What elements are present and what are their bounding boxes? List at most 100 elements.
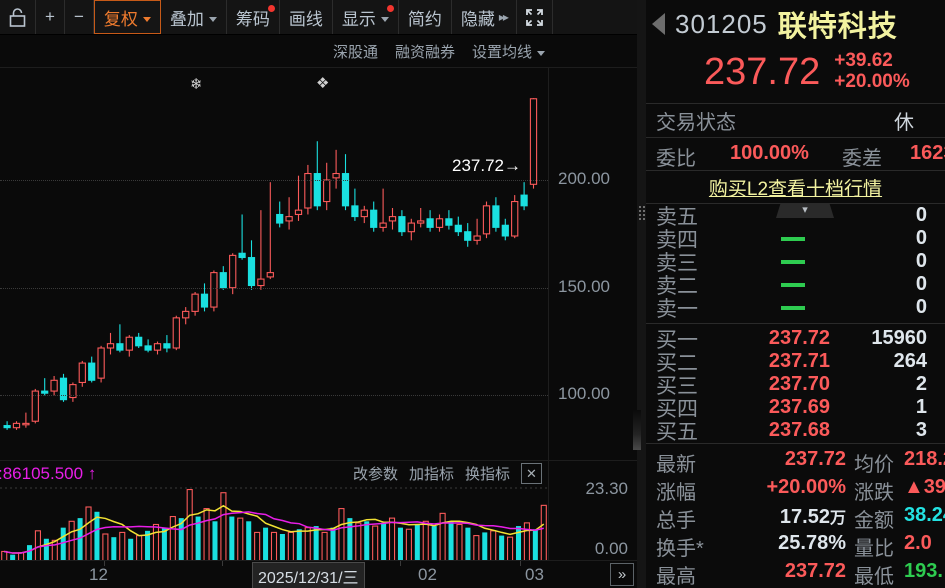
subbar-shenzhen-connect[interactable]: 深股通 [333, 41, 378, 62]
order-book-row-bid[interactable]: 买一 237.72 15960 [646, 327, 945, 352]
toolbar-simple-button[interactable]: 简约 [398, 0, 452, 34]
divider-line [646, 103, 945, 104]
toolbar-zoom-in-button[interactable]: + [36, 0, 65, 34]
switch-indicator-button[interactable]: 换指标 [464, 466, 510, 483]
order-book-separator [646, 323, 945, 324]
order-book-quantity: 0 [915, 273, 927, 295]
candlestick-svg [3, 98, 538, 430]
order-book-quantity: 0 [915, 204, 927, 226]
candlestick-chart-area[interactable]: ❄ ❖ 237.72→ 200.00 150.00 100.00 [0, 68, 637, 460]
weibi-value: 100.00% [730, 142, 809, 164]
order-book-price: 237.68 [768, 419, 830, 441]
order-book-row-bid[interactable]: 买五 237.68 3 [646, 419, 945, 444]
price-axis-label: 150.00 [558, 276, 610, 296]
volume-bar [448, 521, 454, 561]
weibi-row: 委比 100.00% 委差 1623 [646, 138, 945, 170]
candle [407, 218, 415, 241]
order-book-row-bid[interactable]: 买二 237.71 264 [646, 350, 945, 375]
back-triangle-icon[interactable] [652, 13, 665, 35]
order-book-row-ask[interactable]: 卖一 0 [646, 296, 945, 321]
volume-bar [388, 517, 396, 561]
order-book-row-ask[interactable]: 卖四 0 [646, 227, 945, 252]
candle [417, 208, 425, 228]
order-book-collapse-button[interactable]: ▾ [776, 203, 834, 218]
date-cursor-label: 2025/12/31/三 [252, 562, 365, 588]
order-book-row-ask[interactable]: 卖二 0 [646, 273, 945, 298]
candle [31, 388, 39, 424]
divider-line [646, 170, 945, 171]
chart-scroll-thumb[interactable] [633, 410, 641, 450]
volume-bar [237, 517, 244, 561]
toolbar-overlay-button[interactable]: 叠加 [160, 0, 227, 34]
order-book-level-label: 买一 [656, 328, 698, 352]
indicator-tools: 改参数 加指标 换指标 ✕ [353, 463, 542, 484]
stock-name: 联特科技 [777, 11, 898, 43]
candle [398, 210, 406, 236]
volume-bar [195, 516, 201, 561]
volume-plot[interactable] [0, 487, 548, 561]
volume-bar [439, 512, 446, 561]
order-book-quantity: 3 [915, 419, 927, 441]
toolbar-fullscreen-button[interactable] [516, 0, 553, 34]
candle [135, 332, 143, 348]
volume-header: :86105.500 ↑ 改参数 加指标 换指标 ✕ [0, 461, 548, 487]
volume-bar [254, 531, 261, 561]
candle [163, 335, 171, 353]
toolbar-zoom-out-button[interactable]: − [64, 0, 94, 34]
candle [69, 382, 77, 402]
weicha-value: 1623 [910, 142, 945, 164]
order-book-row-bid[interactable]: 买四 237.69 1 [646, 396, 945, 421]
volume-axis: 23.30 0.00 [548, 461, 637, 561]
add-indicator-button[interactable]: 加指标 [408, 466, 454, 483]
close-indicator-button[interactable]: ✕ [521, 463, 542, 484]
date-tick [222, 561, 223, 566]
candle [294, 175, 303, 221]
toolbar-display-button[interactable]: 显示 [332, 0, 399, 34]
volume-value: :86105.500 [0, 464, 84, 483]
candle [12, 421, 21, 430]
quote-stats-grid: 最新 237.72 均价 218.2 涨幅 +20.00% 涨跌 ▲39.6 总手 17.52万金… [646, 446, 945, 588]
candle [379, 188, 387, 232]
toolbar-drawline-button[interactable]: 画线 [279, 0, 333, 34]
volume-bar [364, 521, 370, 561]
volume-bar [152, 523, 160, 561]
toolbar-chips-button[interactable]: 筹码 [226, 0, 280, 34]
chevron-down-icon [142, 16, 151, 22]
volume-bar [499, 535, 505, 561]
toolbar-lock-button[interactable] [0, 0, 36, 34]
pane-resize-grip[interactable] [638, 203, 645, 223]
subbar-set-ma[interactable]: 设置均线 [472, 41, 545, 62]
pane-divider[interactable] [637, 0, 646, 588]
change-params-button[interactable]: 改参数 [352, 466, 398, 483]
chart-subbar: 深股通 融资融券 设置均线 [0, 35, 637, 68]
buy-l2-link[interactable]: 购买L2查看十档行情 [646, 172, 945, 202]
toolbar-hide-button[interactable]: 隐藏 ▸▸ [451, 0, 517, 34]
subbar-margin-trading[interactable]: 融资融券 [395, 41, 455, 62]
order-book-quantity: 15960 [871, 327, 927, 349]
order-book-row-ask[interactable]: 卖三 0 [646, 250, 945, 275]
volume-bar [186, 488, 193, 561]
volume-bar [347, 518, 353, 561]
candle [116, 324, 124, 353]
quote-stat-label-right: 涨跌 [854, 482, 894, 504]
last-price-callout: 237.72→ [452, 156, 521, 176]
order-book-level-label: 买四 [656, 397, 698, 421]
quote-stat-label-right: 最低 [854, 566, 894, 588]
volume-bar [381, 522, 387, 561]
order-book-level-label: 卖二 [656, 274, 698, 298]
price-gridline [0, 180, 548, 181]
candle [144, 339, 152, 353]
candlestick-plot[interactable] [0, 68, 548, 460]
volume-bar [431, 526, 437, 561]
volume-bar [220, 492, 227, 561]
volume-bar [330, 527, 336, 561]
order-book-row-bid[interactable]: 买三 237.70 2 [646, 373, 945, 398]
volume-axis-min: 0.00 [594, 539, 628, 558]
volume-bar [279, 534, 285, 561]
toolbar-drawline-label: 画线 [288, 9, 323, 29]
volume-bar [304, 527, 311, 561]
scroll-forward-button[interactable]: » [610, 563, 634, 586]
volume-bar [246, 521, 252, 561]
order-book-level-label: 买二 [656, 351, 698, 375]
toolbar-adjust-button[interactable]: 复权 [93, 0, 161, 34]
